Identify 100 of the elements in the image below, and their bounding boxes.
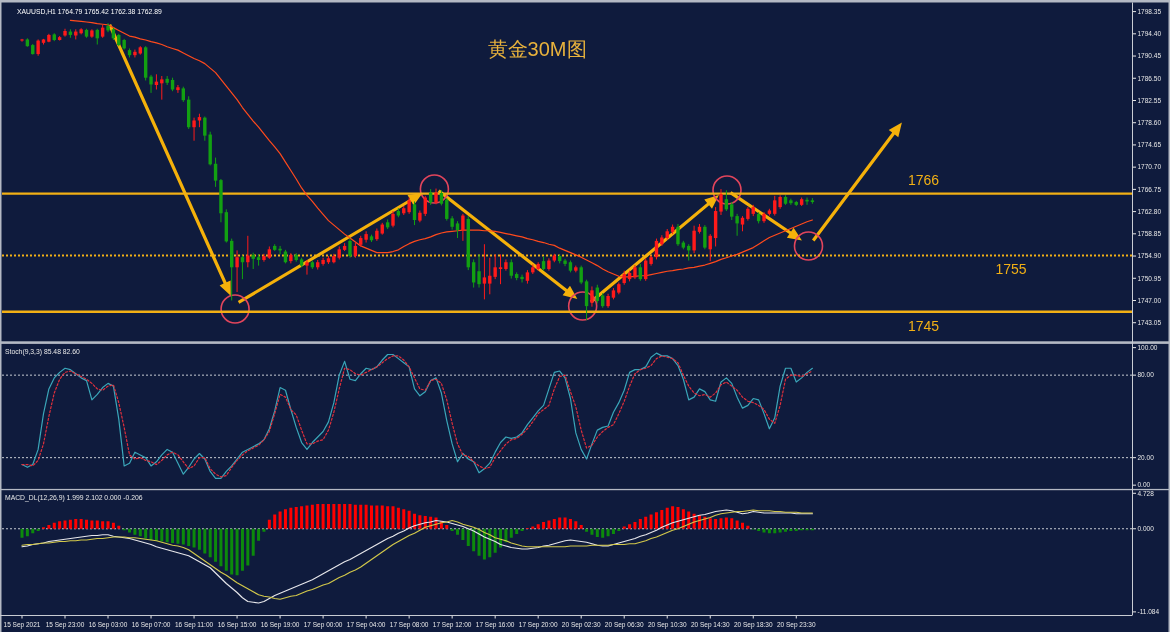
bar	[58, 521, 62, 529]
bar	[149, 528, 153, 540]
bar	[542, 522, 546, 529]
bar	[370, 505, 373, 529]
bar	[52, 522, 56, 529]
bar	[294, 507, 298, 529]
candlestick	[305, 259, 309, 276]
bar	[224, 528, 228, 571]
bar	[649, 514, 653, 529]
bar	[590, 528, 594, 535]
bar	[214, 528, 218, 562]
bar	[267, 519, 271, 529]
bar	[547, 520, 551, 529]
bar	[208, 528, 212, 558]
bar	[606, 528, 610, 537]
bar	[628, 524, 632, 529]
bar	[85, 519, 89, 529]
bar	[611, 528, 615, 534]
bar	[47, 525, 51, 529]
bar	[515, 528, 519, 534]
candlestick	[348, 238, 352, 259]
bar	[289, 507, 293, 529]
candlestick	[719, 188, 723, 216]
bar	[144, 528, 148, 539]
candlestick	[773, 195, 777, 217]
candlestick	[703, 224, 707, 250]
candlestick	[520, 274, 524, 283]
bar	[364, 504, 368, 529]
candlestick	[482, 243, 487, 300]
bar	[326, 504, 330, 529]
candlestick	[461, 213, 465, 242]
bar	[482, 528, 486, 560]
bar	[568, 519, 572, 529]
bar	[246, 528, 250, 566]
candlestick	[321, 257, 325, 267]
bar	[176, 528, 180, 544]
bar	[197, 528, 201, 550]
candlestick	[106, 22, 110, 33]
bar	[251, 528, 255, 556]
bar	[638, 519, 642, 529]
bar	[380, 505, 384, 529]
bar	[305, 505, 309, 529]
bar	[558, 517, 562, 529]
ref-line-label: 1766	[907, 171, 940, 188]
bar	[74, 519, 78, 529]
candlestick	[176, 84, 180, 94]
bar	[724, 517, 728, 529]
bar	[601, 528, 605, 538]
bar	[746, 525, 750, 529]
candlestick	[498, 253, 503, 285]
bar	[79, 519, 83, 529]
bar	[154, 528, 158, 541]
bar	[235, 528, 239, 576]
candlestick	[579, 265, 583, 285]
bar	[257, 528, 261, 541]
bar	[714, 519, 718, 529]
candlestick	[133, 49, 137, 58]
bar	[111, 522, 115, 529]
bar	[477, 528, 481, 556]
bar	[359, 504, 363, 529]
bar	[574, 521, 578, 529]
candlestick	[735, 213, 739, 237]
bar	[203, 528, 207, 554]
candlestick	[509, 258, 513, 280]
bar	[391, 506, 395, 529]
bar	[90, 520, 94, 529]
bar	[461, 528, 465, 540]
bar	[262, 528, 266, 532]
bar	[660, 510, 664, 529]
candlestick	[789, 198, 793, 206]
candlestick	[730, 201, 734, 221]
bar	[585, 528, 589, 532]
bar	[595, 528, 599, 537]
bar	[741, 522, 744, 529]
bar	[472, 528, 476, 552]
bar	[784, 528, 788, 532]
bar	[509, 528, 513, 538]
bar	[95, 520, 99, 529]
ref-line-label: 1755	[995, 261, 1027, 278]
bar	[708, 518, 712, 529]
candlestick	[160, 75, 164, 101]
bar	[31, 528, 35, 534]
bar	[68, 519, 72, 529]
ref-line-label: 1745	[907, 317, 940, 334]
bar	[25, 528, 29, 537]
candlestick	[192, 117, 196, 142]
bar	[337, 504, 341, 529]
candlestick	[676, 223, 680, 247]
candlestick	[493, 253, 497, 280]
bar	[665, 507, 669, 529]
bar	[730, 518, 734, 529]
bar	[563, 517, 567, 529]
bar	[579, 525, 583, 529]
bar	[117, 525, 121, 529]
candlestick	[246, 235, 250, 268]
bar	[283, 509, 287, 529]
bar	[20, 528, 24, 538]
candlestick	[563, 258, 567, 267]
text: 黄金30M图	[487, 38, 587, 60]
bar	[735, 520, 739, 529]
